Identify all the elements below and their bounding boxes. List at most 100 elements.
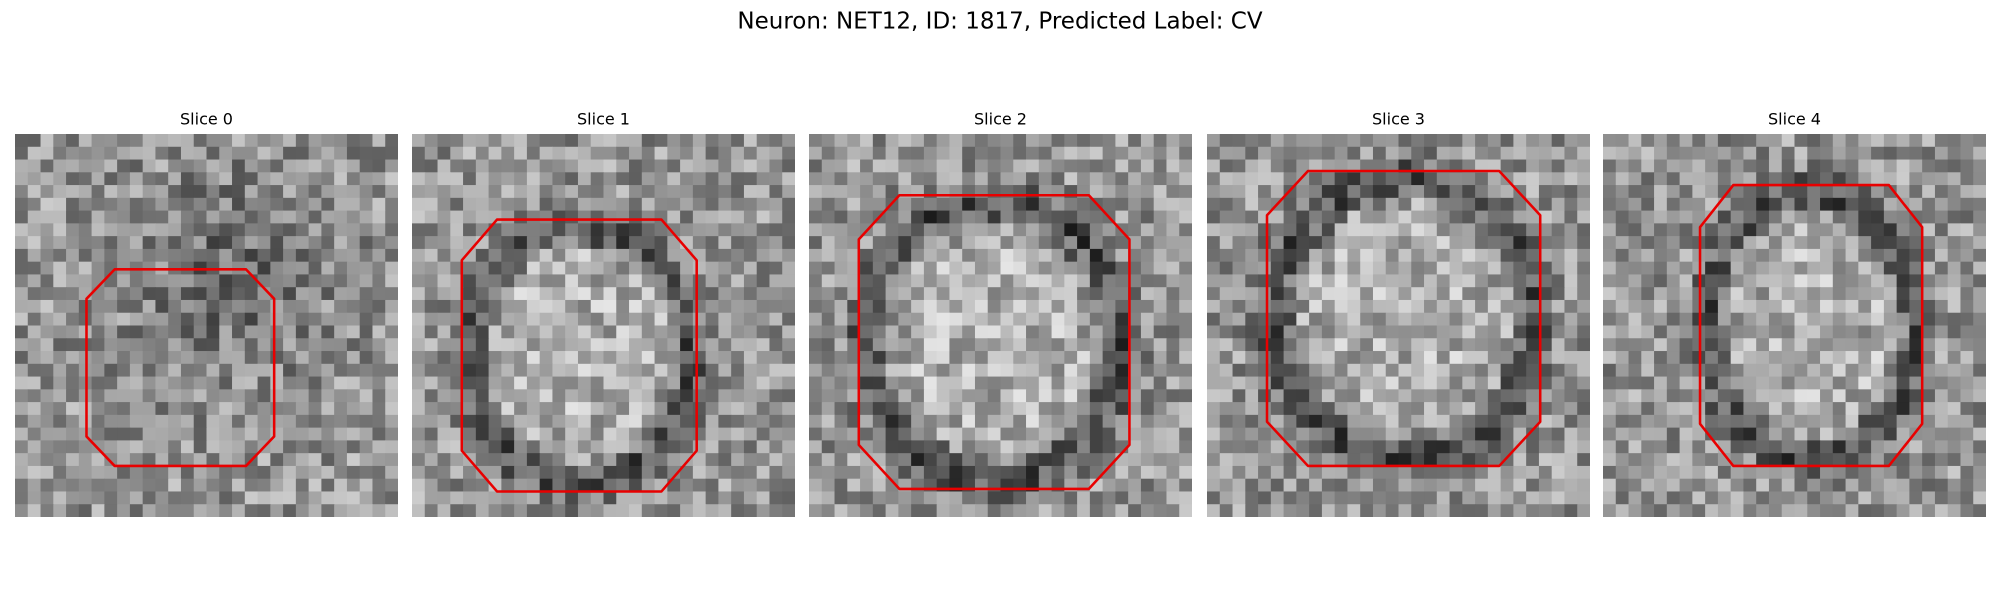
pixel (385, 440, 398, 454)
pixel (27, 478, 42, 492)
pixel (412, 351, 426, 365)
pixel (1743, 504, 1757, 517)
pixel (860, 414, 874, 429)
pixel (1487, 402, 1502, 416)
pixel (692, 210, 707, 224)
pixel (53, 376, 67, 390)
pixel (756, 427, 770, 441)
pixel (1321, 274, 1336, 288)
pixel (40, 325, 54, 339)
pixel (526, 325, 541, 339)
pixel (283, 287, 297, 301)
pixel (346, 325, 361, 339)
pixel (1219, 389, 1234, 403)
pixel (1232, 185, 1246, 199)
pixel (232, 453, 246, 467)
pixel (756, 261, 770, 275)
pixel (1334, 338, 1348, 352)
pixel (1179, 440, 1192, 454)
pixel (1166, 453, 1180, 467)
pixel (359, 274, 373, 288)
pixel (232, 146, 246, 161)
pixel (1334, 465, 1348, 480)
pixel (667, 299, 681, 314)
pixel (359, 389, 373, 403)
pixel (1064, 261, 1078, 275)
pixel (860, 427, 874, 441)
pixel (1000, 312, 1014, 327)
pixel (1679, 261, 1693, 275)
pixel (1500, 312, 1514, 327)
pixel (1360, 427, 1374, 441)
pixel (1743, 299, 1757, 314)
pixel (731, 465, 745, 480)
pixel (359, 210, 373, 224)
pixel (129, 299, 144, 314)
pixel (501, 363, 515, 378)
pixel (1102, 453, 1116, 467)
pixel (526, 402, 541, 416)
pixel (1077, 287, 1091, 301)
pixel (1794, 414, 1808, 429)
pixel (1385, 338, 1400, 352)
pixel (424, 197, 439, 212)
pixel (91, 312, 105, 327)
pixel (872, 236, 887, 250)
pixel (1077, 197, 1091, 212)
pixel (53, 299, 67, 314)
pixel (834, 210, 848, 224)
pixel (308, 223, 322, 237)
pixel (1153, 248, 1167, 263)
pixel (424, 478, 439, 492)
pixel (450, 338, 464, 352)
pixel (590, 236, 605, 250)
pixel (1500, 376, 1514, 390)
pixel (1794, 427, 1808, 441)
pixel (168, 274, 182, 288)
pixel (949, 389, 963, 403)
pixel (718, 465, 732, 480)
pixel (1166, 427, 1180, 441)
pixel (295, 414, 310, 429)
pixel (1372, 453, 1387, 467)
pixel (40, 185, 54, 199)
pixel (847, 402, 861, 416)
pixel (321, 325, 335, 339)
pixel (1871, 159, 1885, 173)
pixel (1641, 504, 1655, 517)
pixel (1615, 478, 1630, 492)
pixel (936, 414, 950, 429)
pixel (1756, 478, 1770, 492)
pixel (1219, 351, 1234, 365)
pixel (949, 453, 963, 467)
pixel (1538, 134, 1553, 148)
pixel (412, 197, 426, 212)
pixel (1768, 134, 1783, 148)
pixel (1038, 197, 1053, 212)
pixel (437, 185, 451, 199)
pixel (1743, 440, 1757, 454)
pixel (193, 389, 208, 403)
pixel (1551, 325, 1565, 339)
pixel (1385, 402, 1400, 416)
pixel (129, 236, 144, 250)
pixel (526, 223, 541, 237)
pixel (1807, 134, 1821, 148)
pixel (1321, 146, 1336, 161)
pixel (1883, 376, 1898, 390)
pixel (488, 427, 502, 441)
pixel (629, 248, 643, 263)
pixel (463, 478, 477, 492)
pixel (1296, 427, 1310, 441)
pixel (1896, 453, 1910, 467)
pixel (1603, 312, 1617, 327)
pixel (1768, 478, 1783, 492)
pixel (1538, 402, 1553, 416)
pixel (1245, 223, 1259, 237)
pixel (385, 197, 398, 212)
pixel (206, 210, 220, 224)
pixel (40, 414, 54, 429)
pixel (244, 427, 259, 441)
pixel (450, 453, 464, 467)
pixel (180, 376, 195, 390)
